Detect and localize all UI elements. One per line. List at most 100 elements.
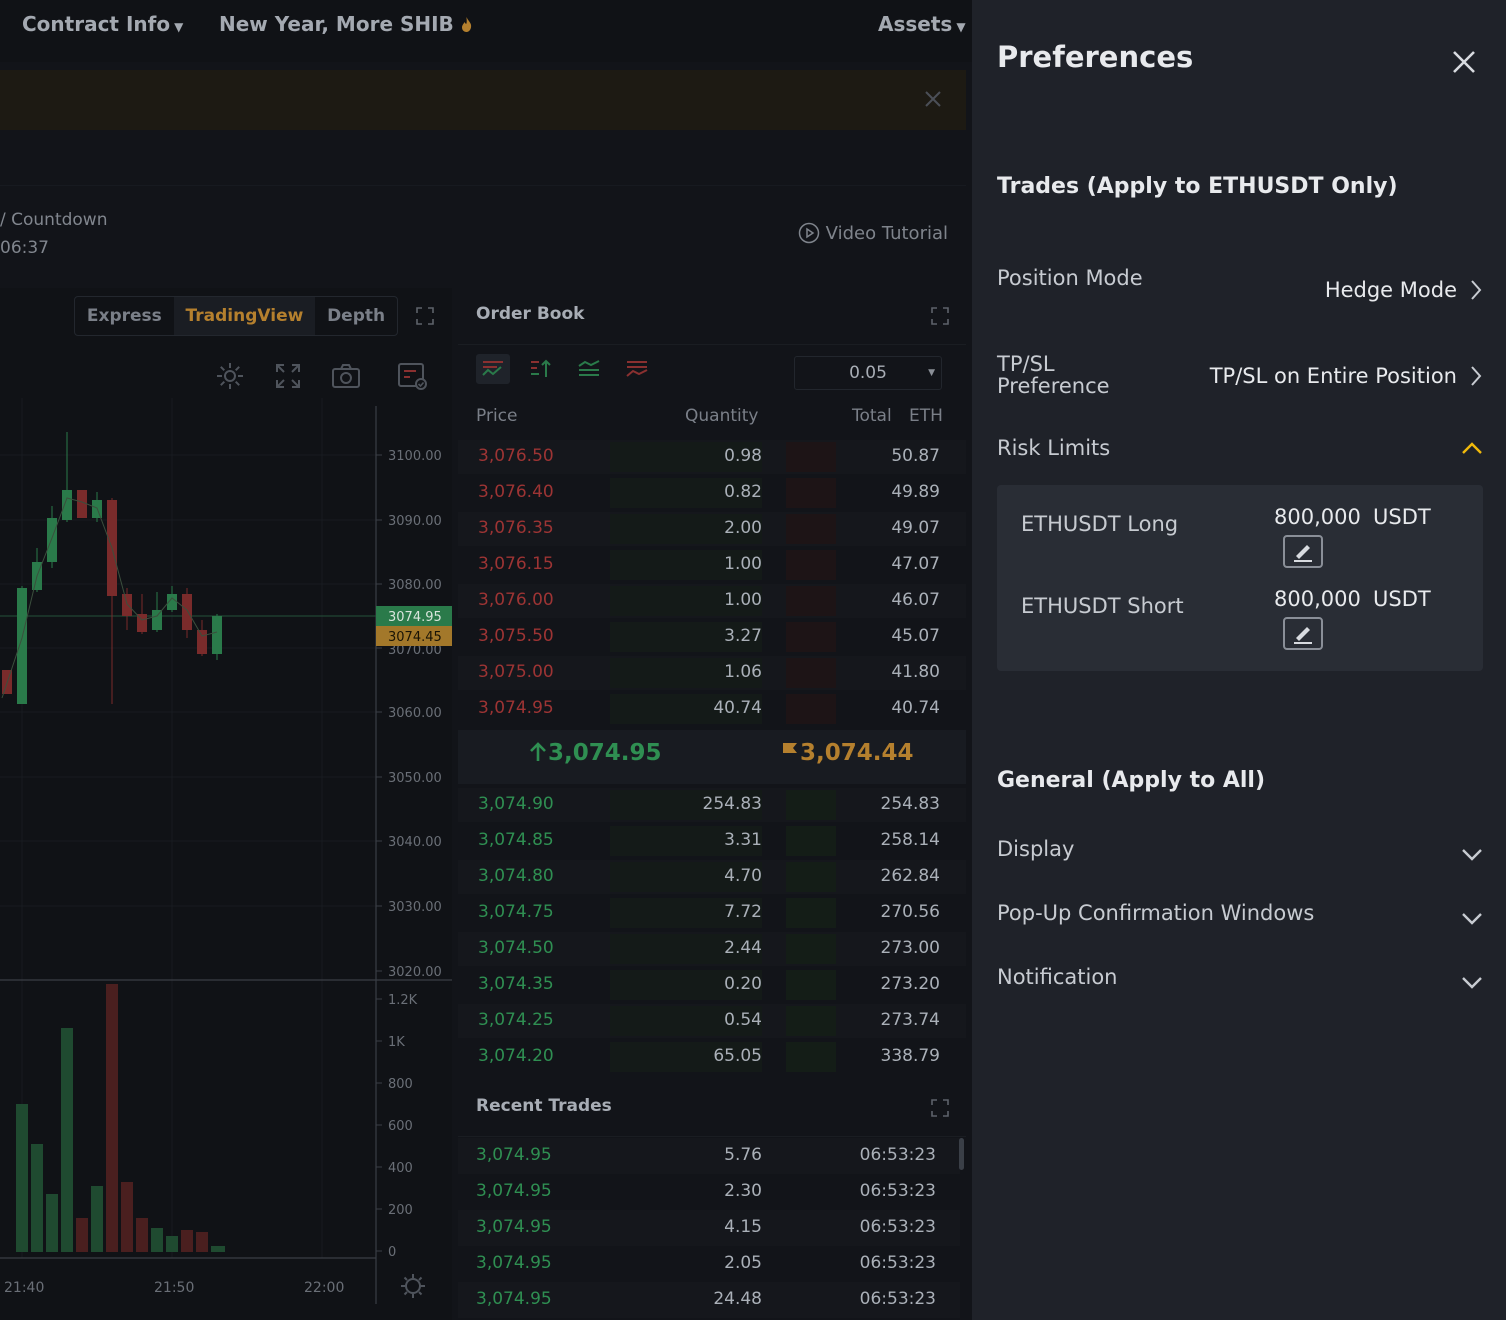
edit-risk-limit-button[interactable] (1283, 535, 1323, 568)
chart-settings-icon[interactable] (401, 1274, 425, 1298)
bid-row[interactable]: 3,074.80 4.70 262.84 (458, 860, 966, 894)
expand-icon[interactable] (930, 306, 950, 326)
total-depth-bar (786, 790, 836, 820)
price-cell: 3,074.80 (478, 866, 554, 886)
view-bids-toggle[interactable] (572, 354, 606, 384)
risk-limit-amount: 800,000 (1274, 587, 1361, 611)
both-sides-icon (482, 361, 503, 376)
bid-row[interactable]: 3,074.85 3.31 258.14 (458, 824, 966, 858)
ask-row[interactable]: 3,076.50 0.98 50.87 (458, 440, 966, 474)
risk-limits-header[interactable]: Risk Limits (997, 436, 1483, 466)
price-cell: 3,074.50 (478, 938, 554, 958)
candlestick-chart[interactable]: 3100.00 3090.00 3080.00 3070.00 3060.00 … (0, 398, 452, 1310)
tab-tradingview[interactable]: TradingView (173, 297, 316, 335)
tpsl-preference-row[interactable]: TP/SL Preference TP/SL on Entire Positio… (997, 353, 1483, 399)
close-icon[interactable] (922, 88, 944, 110)
pencil-icon (1294, 544, 1312, 562)
ask-row[interactable]: 3,075.00 1.06 41.80 (458, 656, 966, 690)
view-both-toggle[interactable] (476, 354, 510, 384)
candle (17, 588, 27, 704)
price-tick: 3040.00 (388, 835, 442, 850)
bid-row[interactable]: 3,074.20 65.05 338.79 (458, 1040, 966, 1074)
time-tick: 21:50 (154, 1280, 194, 1296)
view-sort-toggle[interactable] (524, 354, 558, 384)
ask-row[interactable]: 3,076.15 1.00 47.07 (458, 548, 966, 582)
time-tick: 21:40 (4, 1280, 44, 1296)
volume-axis-labels: 1.2K 1K 800 600 400 200 0 (376, 993, 418, 1260)
total-depth-bar (786, 934, 836, 964)
bid-row[interactable]: 3,074.50 2.44 273.00 (458, 932, 966, 966)
price-cell: 3,074.25 (478, 1010, 554, 1030)
bid-row[interactable]: 3,074.75 7.72 270.56 (458, 896, 966, 930)
quantity-cell: 2.44 (724, 938, 762, 958)
trade-quantity: 2.30 (724, 1181, 762, 1201)
price-tick: 3090.00 (388, 514, 442, 529)
promo-link[interactable]: New Year, More SHIB (219, 12, 473, 36)
total-depth-bar (786, 550, 836, 580)
ask-row[interactable]: 3,075.50 3.27 45.07 (458, 620, 966, 654)
display-accordion[interactable]: Display (997, 837, 1483, 867)
tab-express[interactable]: Express (86, 306, 162, 326)
total-cell: 49.89 (891, 482, 940, 502)
contract-info-menu[interactable]: Contract Info ▼ (22, 12, 183, 36)
volume-tick: 800 (388, 1077, 413, 1092)
close-icon[interactable] (1450, 48, 1478, 76)
quantity-depth-bar (610, 826, 762, 856)
video-tutorial-link[interactable]: Video Tutorial (798, 222, 948, 244)
moving-average-line (1, 497, 218, 699)
chart-panel: Express TradingView Depth (0, 288, 452, 1320)
total-cell: 47.07 (891, 554, 940, 574)
contract-info-bar: / Countdown 06:37 Video Tutorial (0, 192, 966, 280)
assets-label: Assets (878, 12, 953, 36)
tab-depth[interactable]: Depth (327, 306, 386, 326)
column-quantity: Quantity (685, 406, 759, 426)
volume-bar (91, 1186, 103, 1252)
view-asks-toggle[interactable] (620, 354, 654, 384)
total-depth-bar (786, 1006, 836, 1036)
quantity-depth-bar (610, 934, 762, 964)
edit-risk-limit-button[interactable] (1283, 617, 1323, 650)
expand-icon[interactable] (930, 1098, 950, 1118)
quantity-depth-bar (610, 1006, 762, 1036)
camera-icon[interactable] (330, 360, 362, 392)
total-depth-bar (786, 898, 836, 928)
countdown-value: 06:37 (0, 238, 49, 258)
popup-confirmation-accordion[interactable]: Pop-Up Confirmation Windows (997, 901, 1483, 931)
trade-price: 3,074.95 (476, 1145, 552, 1165)
notification-accordion[interactable]: Notification (997, 965, 1483, 995)
bid-row[interactable]: 3,074.35 0.20 273.20 (458, 968, 966, 1002)
volume-bar (31, 1144, 43, 1252)
ask-row[interactable]: 3,074.95 40.74 40.74 (458, 692, 966, 726)
settings-gear-icon[interactable] (214, 360, 246, 392)
bid-row[interactable]: 3,074.90 254.83 254.83 (458, 788, 966, 822)
total-cell: 270.56 (880, 902, 940, 922)
total-depth-bar (786, 1042, 836, 1072)
trade-row: 3,074.95 2.30 06:53:23 (458, 1174, 960, 1210)
trade-time: 06:53:23 (859, 1253, 936, 1273)
maximize-icon[interactable] (272, 360, 304, 392)
ask-row[interactable]: 3,076.00 1.00 46.07 (458, 584, 966, 618)
quantity-depth-bar (610, 586, 762, 616)
price-step-select[interactable]: 0.05 ▼ (794, 356, 942, 390)
bid-row[interactable]: 3,074.25 0.54 273.74 (458, 1004, 966, 1038)
candle (77, 490, 87, 518)
price-tick: 3030.00 (388, 900, 442, 915)
chart-tabs: Express TradingView Depth (74, 296, 398, 336)
fullscreen-icon[interactable] (415, 306, 435, 326)
ask-row[interactable]: 3,076.35 2.00 49.07 (458, 512, 966, 546)
position-mode-row[interactable]: Position Mode Hedge Mode (997, 267, 1483, 313)
volume-bars (16, 984, 225, 1252)
assets-menu[interactable]: Assets ▼ (878, 12, 966, 36)
ask-row[interactable]: 3,076.40 0.82 49.89 (458, 476, 966, 510)
chevron-right-icon (1471, 280, 1482, 300)
candle (212, 616, 222, 654)
caret-down-icon: ▼ (956, 20, 966, 34)
quantity-depth-bar (610, 970, 762, 1000)
display-label: Display (997, 837, 1075, 861)
indicators-icon[interactable] (396, 360, 428, 392)
volume-bar (211, 1246, 225, 1252)
scrollbar-thumb[interactable] (959, 1138, 964, 1170)
total-depth-bar (786, 442, 836, 472)
trade-row: 3,074.95 4.15 06:53:23 (458, 1210, 960, 1246)
quantity-cell: 0.20 (724, 974, 762, 994)
